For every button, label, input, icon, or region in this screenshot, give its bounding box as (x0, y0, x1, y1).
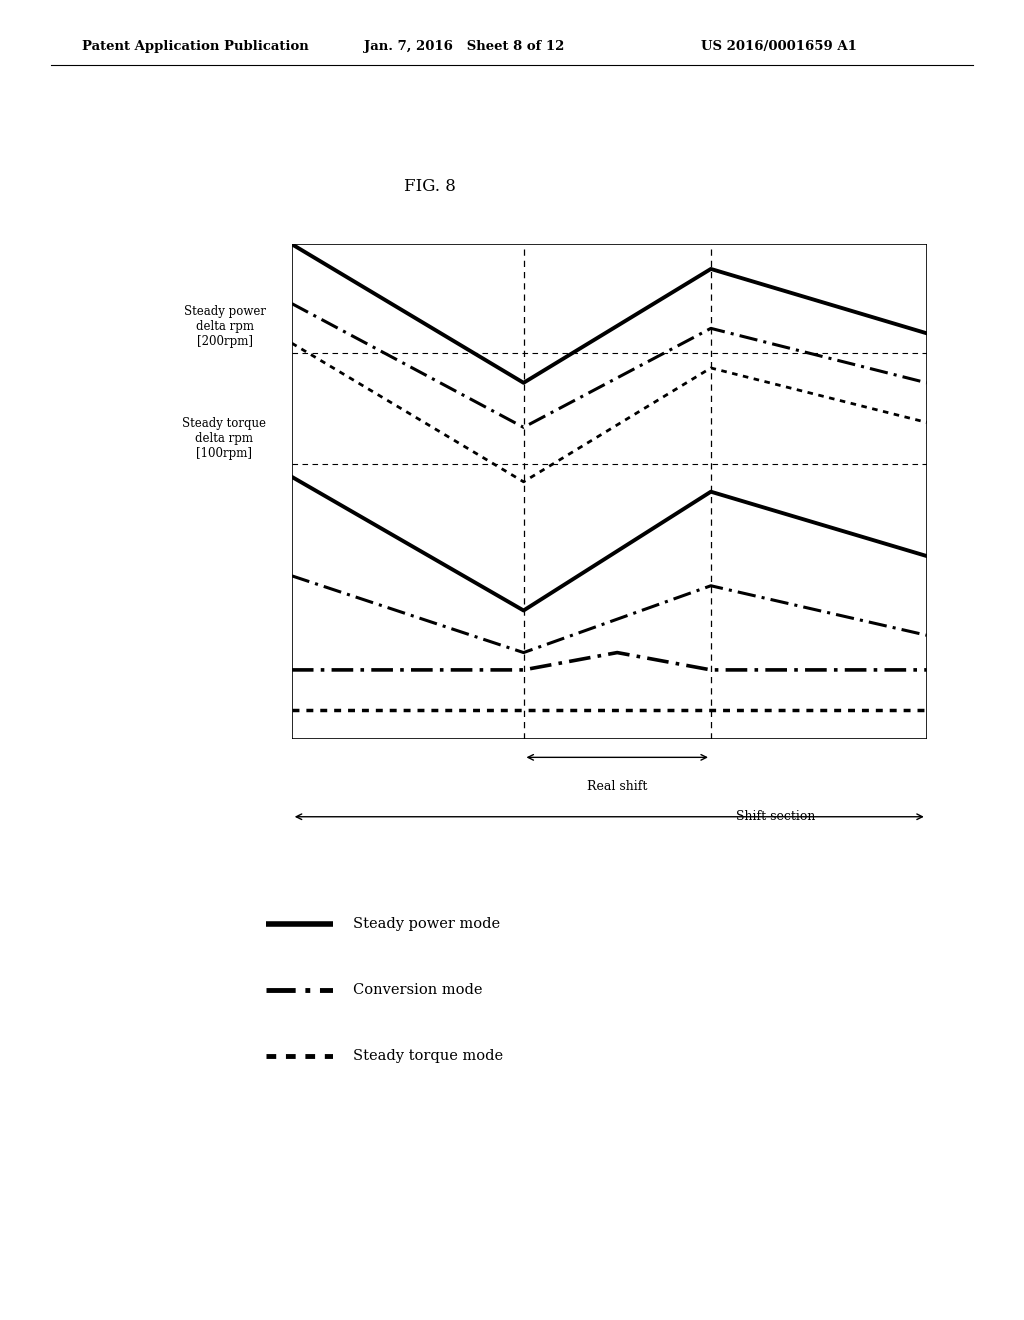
Text: Jan. 7, 2016   Sheet 8 of 12: Jan. 7, 2016 Sheet 8 of 12 (364, 40, 564, 53)
Text: Real shift: Real shift (587, 780, 647, 793)
Text: Steady torque mode: Steady torque mode (353, 1049, 504, 1063)
Text: US 2016/0001659 A1: US 2016/0001659 A1 (701, 40, 857, 53)
Text: Steady torque
delta rpm
[100rpm]: Steady torque delta rpm [100rpm] (182, 417, 266, 459)
Text: FIG. 8: FIG. 8 (404, 178, 456, 195)
Text: Patent Application Publication: Patent Application Publication (82, 40, 308, 53)
Text: Steady power
delta rpm
[200rpm]: Steady power delta rpm [200rpm] (184, 305, 266, 348)
Text: Conversion mode: Conversion mode (353, 983, 482, 997)
Text: Steady power mode: Steady power mode (353, 917, 501, 931)
Text: Shift section: Shift section (736, 810, 816, 824)
